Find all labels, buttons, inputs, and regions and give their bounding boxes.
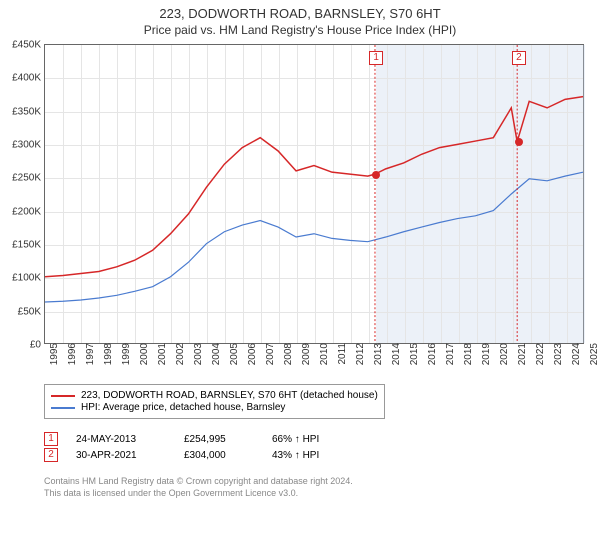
x-axis-label: 2005 [225,343,240,365]
x-axis-label: 2002 [171,343,186,365]
x-axis-label: 2016 [423,343,438,365]
y-axis-label: £100K [12,273,45,284]
y-axis-label: £450K [12,40,45,51]
x-axis-label: 2006 [243,343,258,365]
x-axis-label: 2009 [297,343,312,365]
x-axis-label: 2019 [477,343,492,365]
x-axis-label: 1997 [81,343,96,365]
x-axis-label: 1995 [45,343,60,365]
x-axis-label: 2024 [567,343,582,365]
x-axis-label: 1996 [63,343,78,365]
attribution-line2: This data is licensed under the Open Gov… [44,488,353,500]
attribution: Contains HM Land Registry data © Crown c… [44,476,353,499]
y-axis-label: £150K [12,240,45,251]
x-axis-label: 2025 [585,343,600,365]
x-axis-label: 1998 [99,343,114,365]
transaction-row: 2 30-APR-2021 £304,000 43% ↑ HPI [44,448,319,462]
legend-label: HPI: Average price, detached house, Barn… [81,402,285,413]
x-axis-label: 2013 [369,343,384,365]
x-axis-label: 2023 [549,343,564,365]
y-axis-label: £350K [12,106,45,117]
transaction-marker: 1 [44,432,58,446]
data-point-1 [372,171,380,179]
x-axis-label: 2022 [531,343,546,365]
chart-subtitle: Price paid vs. HM Land Registry's House … [0,23,600,37]
x-axis-label: 2020 [495,343,510,365]
x-axis-label: 2018 [459,343,474,365]
legend-item: HPI: Average price, detached house, Barn… [51,402,378,413]
transaction-date: 30-APR-2021 [76,450,166,461]
y-axis-label: £300K [12,140,45,151]
transaction-date: 24-MAY-2013 [76,434,166,445]
x-axis-label: 2014 [387,343,402,365]
transaction-price: £254,995 [184,434,254,445]
y-axis-label: £0 [30,340,45,351]
marker-box-1: 1 [369,51,383,65]
x-axis-label: 2021 [513,343,528,365]
y-axis-label: £50K [18,306,45,317]
transaction-delta: 66% ↑ HPI [272,434,319,445]
marker-box-2: 2 [512,51,526,65]
x-axis-label: 2010 [315,343,330,365]
series-property [45,97,583,277]
x-axis-label: 2000 [135,343,150,365]
chart-title: 223, DODWORTH ROAD, BARNSLEY, S70 6HT [0,6,600,21]
x-axis-label: 2007 [261,343,276,365]
series-hpi [45,172,583,302]
chart-plot-area: £0£50K£100K£150K£200K£250K£300K£350K£400… [44,44,584,344]
x-axis-label: 2015 [405,343,420,365]
transaction-price: £304,000 [184,450,254,461]
x-axis-label: 2001 [153,343,168,365]
x-axis-label: 2003 [189,343,204,365]
legend-label: 223, DODWORTH ROAD, BARNSLEY, S70 6HT (d… [81,390,378,401]
legend-swatch [51,395,75,397]
y-axis-label: £200K [12,206,45,217]
legend: 223, DODWORTH ROAD, BARNSLEY, S70 6HT (d… [44,384,385,419]
attribution-line1: Contains HM Land Registry data © Crown c… [44,476,353,488]
x-axis-label: 2011 [333,343,348,365]
legend-swatch [51,407,75,409]
transaction-marker: 2 [44,448,58,462]
y-axis-label: £400K [12,73,45,84]
chart-lines-svg [45,45,583,343]
x-axis-label: 2012 [351,343,366,365]
x-axis-label: 1999 [117,343,132,365]
legend-item: 223, DODWORTH ROAD, BARNSLEY, S70 6HT (d… [51,390,378,401]
x-axis-label: 2008 [279,343,294,365]
y-axis-label: £250K [12,173,45,184]
data-point-2 [515,138,523,146]
transaction-row: 1 24-MAY-2013 £254,995 66% ↑ HPI [44,432,319,446]
transaction-table: 1 24-MAY-2013 £254,995 66% ↑ HPI 2 30-APR-202… [44,430,319,464]
x-axis-label: 2017 [441,343,456,365]
x-axis-label: 2004 [207,343,222,365]
transaction-delta: 43% ↑ HPI [272,450,319,461]
